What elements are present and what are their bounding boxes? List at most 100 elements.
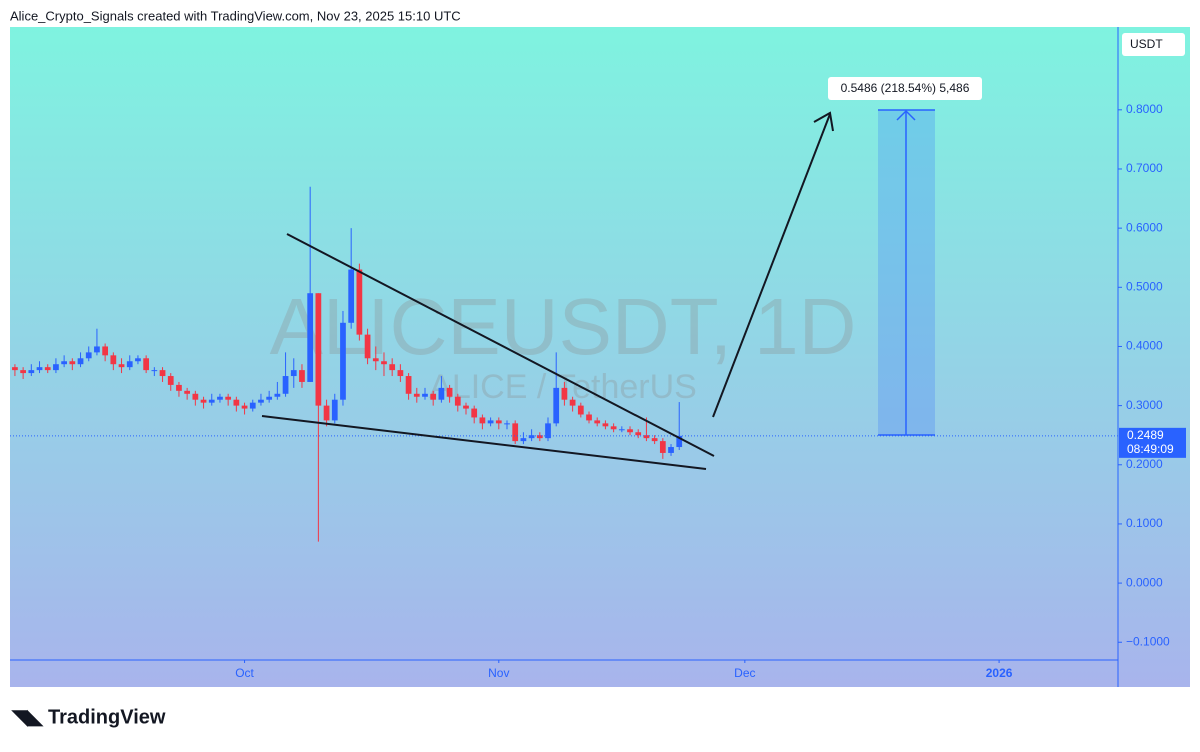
candle-body: [504, 423, 510, 425]
candle-body: [241, 405, 248, 409]
candle-body: [323, 405, 330, 421]
candle-body: [217, 396, 223, 400]
candle-body: [610, 426, 617, 430]
y-tick-label: 0.0000: [1126, 575, 1163, 589]
candle-body: [520, 438, 527, 442]
projection-arrow-head: [896, 109, 916, 121]
candle-body: [77, 358, 84, 365]
candle-body: [266, 396, 273, 400]
candle-body: [536, 435, 543, 439]
annotation: 0.5486 (218.54%) 5,486: [841, 81, 970, 95]
candle-body: [20, 370, 26, 374]
candle-body: [668, 447, 674, 453]
drawings: 0.5486 (218.54%) 5,486: [261, 77, 982, 470]
candle-body: [413, 393, 420, 397]
candle-body: [381, 361, 387, 365]
arrow-line: [712, 113, 831, 418]
candle-body: [422, 393, 428, 397]
candle-body: [372, 358, 379, 362]
candle-body: [627, 429, 633, 433]
header: Alice_Crypto_Signals created with Tradin…: [10, 8, 461, 23]
candle-body: [12, 367, 18, 371]
currency-box: [1122, 33, 1185, 56]
candle-body: [438, 387, 445, 400]
x-tick-label: Dec: [734, 666, 755, 680]
candle-body: [208, 399, 215, 403]
candle-body: [69, 361, 76, 365]
last-price-label: 0.2489: [1127, 428, 1164, 442]
y-tick-label: 0.8000: [1126, 102, 1163, 116]
axes: 0.8000 0.7000 0.6000 0.5000 0.4000 0.3000 0.20…: [235, 102, 1186, 680]
candle-body: [594, 420, 601, 424]
footer: TradingView: [48, 706, 166, 728]
candle-body: [290, 370, 297, 377]
candle-body: [446, 387, 453, 397]
candle-body: [94, 346, 100, 353]
candle-body: [143, 358, 150, 371]
y-tick-label: 0.4000: [1126, 339, 1163, 353]
candle-body: [85, 352, 92, 359]
candle-body: [602, 423, 609, 427]
candle-body: [471, 408, 478, 418]
logo-mark: ◥◣: [11, 706, 44, 728]
candle-body: [258, 399, 264, 403]
y-tick-label: −0.1000: [1126, 634, 1170, 648]
candle-body: [364, 334, 371, 359]
candle-body: [487, 420, 494, 424]
candle-body: [545, 423, 551, 439]
candle-body: [495, 420, 502, 424]
candle-body: [44, 367, 51, 371]
x-tick-label: Oct: [235, 666, 254, 680]
candle-body: [282, 376, 289, 394]
candle-body: [528, 435, 535, 439]
candle-body: [126, 361, 133, 368]
countdown: 08:49:09: [1127, 442, 1174, 456]
candle-body: [36, 367, 43, 371]
candle-body: [405, 376, 412, 394]
candle-body: [643, 435, 650, 439]
x-tick-label: Nov: [488, 666, 509, 680]
candle-body: [454, 396, 461, 406]
arrow-head: [813, 111, 834, 132]
candle-body: [586, 414, 592, 421]
chart-background: [10, 27, 1190, 687]
candle-body: [397, 370, 404, 377]
candle-body: [307, 293, 314, 382]
candle-body: [118, 364, 125, 368]
candle-body: [151, 370, 158, 372]
candle-body: [135, 358, 141, 362]
y-tick-label: 0.3000: [1126, 398, 1163, 412]
candle-body: [340, 322, 346, 400]
candle-body: [200, 399, 207, 403]
y-tick-label: 0.6000: [1126, 220, 1163, 234]
candle-body: [512, 423, 519, 442]
candle-body: [561, 387, 568, 400]
candle-body: [553, 387, 560, 424]
candle-body: [159, 370, 166, 377]
candle-body: [249, 402, 256, 409]
candle-body: [569, 399, 576, 406]
candle-body: [274, 393, 281, 397]
candle-body: [192, 393, 199, 400]
candle-body: [356, 269, 363, 335]
candle-body: [110, 355, 117, 365]
candle-body: [389, 364, 396, 371]
candle-body: [479, 417, 486, 424]
candle-body: [299, 370, 305, 382]
candle-body: [618, 429, 625, 431]
candle-body: [233, 399, 240, 406]
candle-body: [184, 390, 191, 394]
candle-body: [53, 364, 59, 371]
y-tick-label: 0.7000: [1126, 161, 1163, 175]
annotation-box: [828, 77, 982, 100]
currency: USDT: [1130, 37, 1163, 51]
watermark-subtitle: ALICE / TetherUS: [429, 368, 697, 406]
candle-body: [61, 361, 67, 365]
last-price-box: [1119, 427, 1186, 458]
candle-body: [225, 396, 232, 400]
candle-body: [651, 438, 658, 442]
candle-body: [331, 399, 338, 421]
candle-body: [635, 432, 642, 436]
y-tick-label: 0.1000: [1126, 516, 1163, 530]
